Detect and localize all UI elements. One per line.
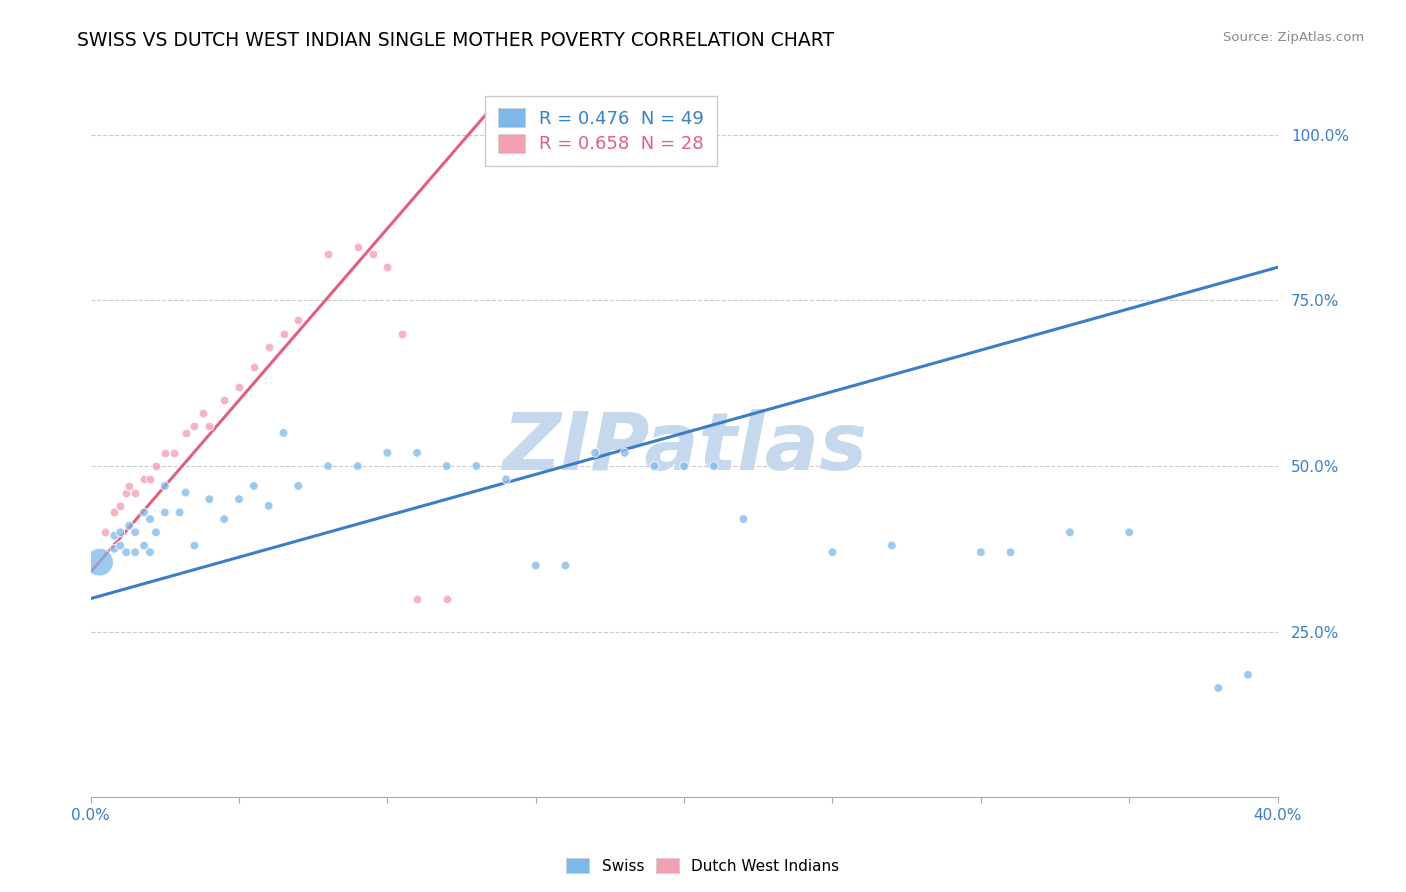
Point xyxy=(287,479,309,493)
Point xyxy=(733,512,755,526)
Point xyxy=(110,525,132,540)
Point xyxy=(153,446,176,460)
Point xyxy=(183,419,205,434)
Point xyxy=(145,459,167,474)
Point xyxy=(436,459,458,474)
Point xyxy=(124,485,146,500)
Point xyxy=(103,506,125,520)
Point xyxy=(103,541,125,556)
Point xyxy=(153,479,176,493)
Point xyxy=(243,359,266,374)
Point xyxy=(346,459,368,474)
Point xyxy=(377,260,399,275)
Point xyxy=(139,545,162,559)
Point xyxy=(139,472,162,486)
Point xyxy=(243,479,266,493)
Point xyxy=(613,446,636,460)
Text: Source: ZipAtlas.com: Source: ZipAtlas.com xyxy=(1223,31,1364,45)
Point xyxy=(524,558,547,573)
Point xyxy=(139,512,162,526)
Point xyxy=(391,326,413,341)
Point xyxy=(132,539,155,553)
Point xyxy=(94,525,117,540)
Point xyxy=(89,555,111,569)
Point xyxy=(110,499,132,513)
Point xyxy=(821,545,844,559)
Point xyxy=(169,506,191,520)
Point xyxy=(132,472,155,486)
Point xyxy=(153,506,176,520)
Point xyxy=(583,446,606,460)
Point xyxy=(110,539,132,553)
Point xyxy=(316,247,339,261)
Point xyxy=(212,392,235,407)
Point xyxy=(436,591,458,606)
Point xyxy=(174,425,197,440)
Point xyxy=(287,313,309,327)
Point xyxy=(132,506,155,520)
Text: SWISS VS DUTCH WEST INDIAN SINGLE MOTHER POVERTY CORRELATION CHART: SWISS VS DUTCH WEST INDIAN SINGLE MOTHER… xyxy=(77,31,834,50)
Point xyxy=(115,485,138,500)
Point xyxy=(495,472,517,486)
Point xyxy=(198,419,221,434)
Point xyxy=(257,499,280,513)
Point xyxy=(273,326,295,341)
Point xyxy=(316,459,339,474)
Point xyxy=(124,525,146,540)
Point xyxy=(554,558,576,573)
Point xyxy=(1000,545,1022,559)
Point xyxy=(118,518,141,533)
Point xyxy=(212,512,235,526)
Point xyxy=(361,247,384,261)
Point xyxy=(1206,681,1229,695)
Point xyxy=(273,425,295,440)
Legend: R = 0.476  N = 49, R = 0.658  N = 28: R = 0.476 N = 49, R = 0.658 N = 28 xyxy=(485,95,717,166)
Point xyxy=(118,479,141,493)
Point xyxy=(198,492,221,507)
Point xyxy=(465,459,488,474)
Text: ZIPatlas: ZIPatlas xyxy=(502,409,866,486)
Point xyxy=(124,545,146,559)
Point xyxy=(145,525,167,540)
Point xyxy=(183,539,205,553)
Point xyxy=(880,539,903,553)
Point xyxy=(377,446,399,460)
Point xyxy=(1118,525,1140,540)
Point xyxy=(257,340,280,354)
Point xyxy=(673,459,696,474)
Point xyxy=(1059,525,1081,540)
Point xyxy=(115,545,138,559)
Point xyxy=(163,446,186,460)
Point xyxy=(103,528,125,542)
Point xyxy=(174,485,197,500)
Point xyxy=(703,459,725,474)
Point xyxy=(228,492,250,507)
Legend: Swiss, Dutch West Indians: Swiss, Dutch West Indians xyxy=(561,852,845,880)
Point xyxy=(346,240,368,254)
Point xyxy=(1237,667,1260,681)
Point xyxy=(643,459,665,474)
Point xyxy=(406,591,429,606)
Point xyxy=(970,545,993,559)
Point xyxy=(193,406,215,420)
Point xyxy=(406,446,429,460)
Point xyxy=(228,379,250,393)
